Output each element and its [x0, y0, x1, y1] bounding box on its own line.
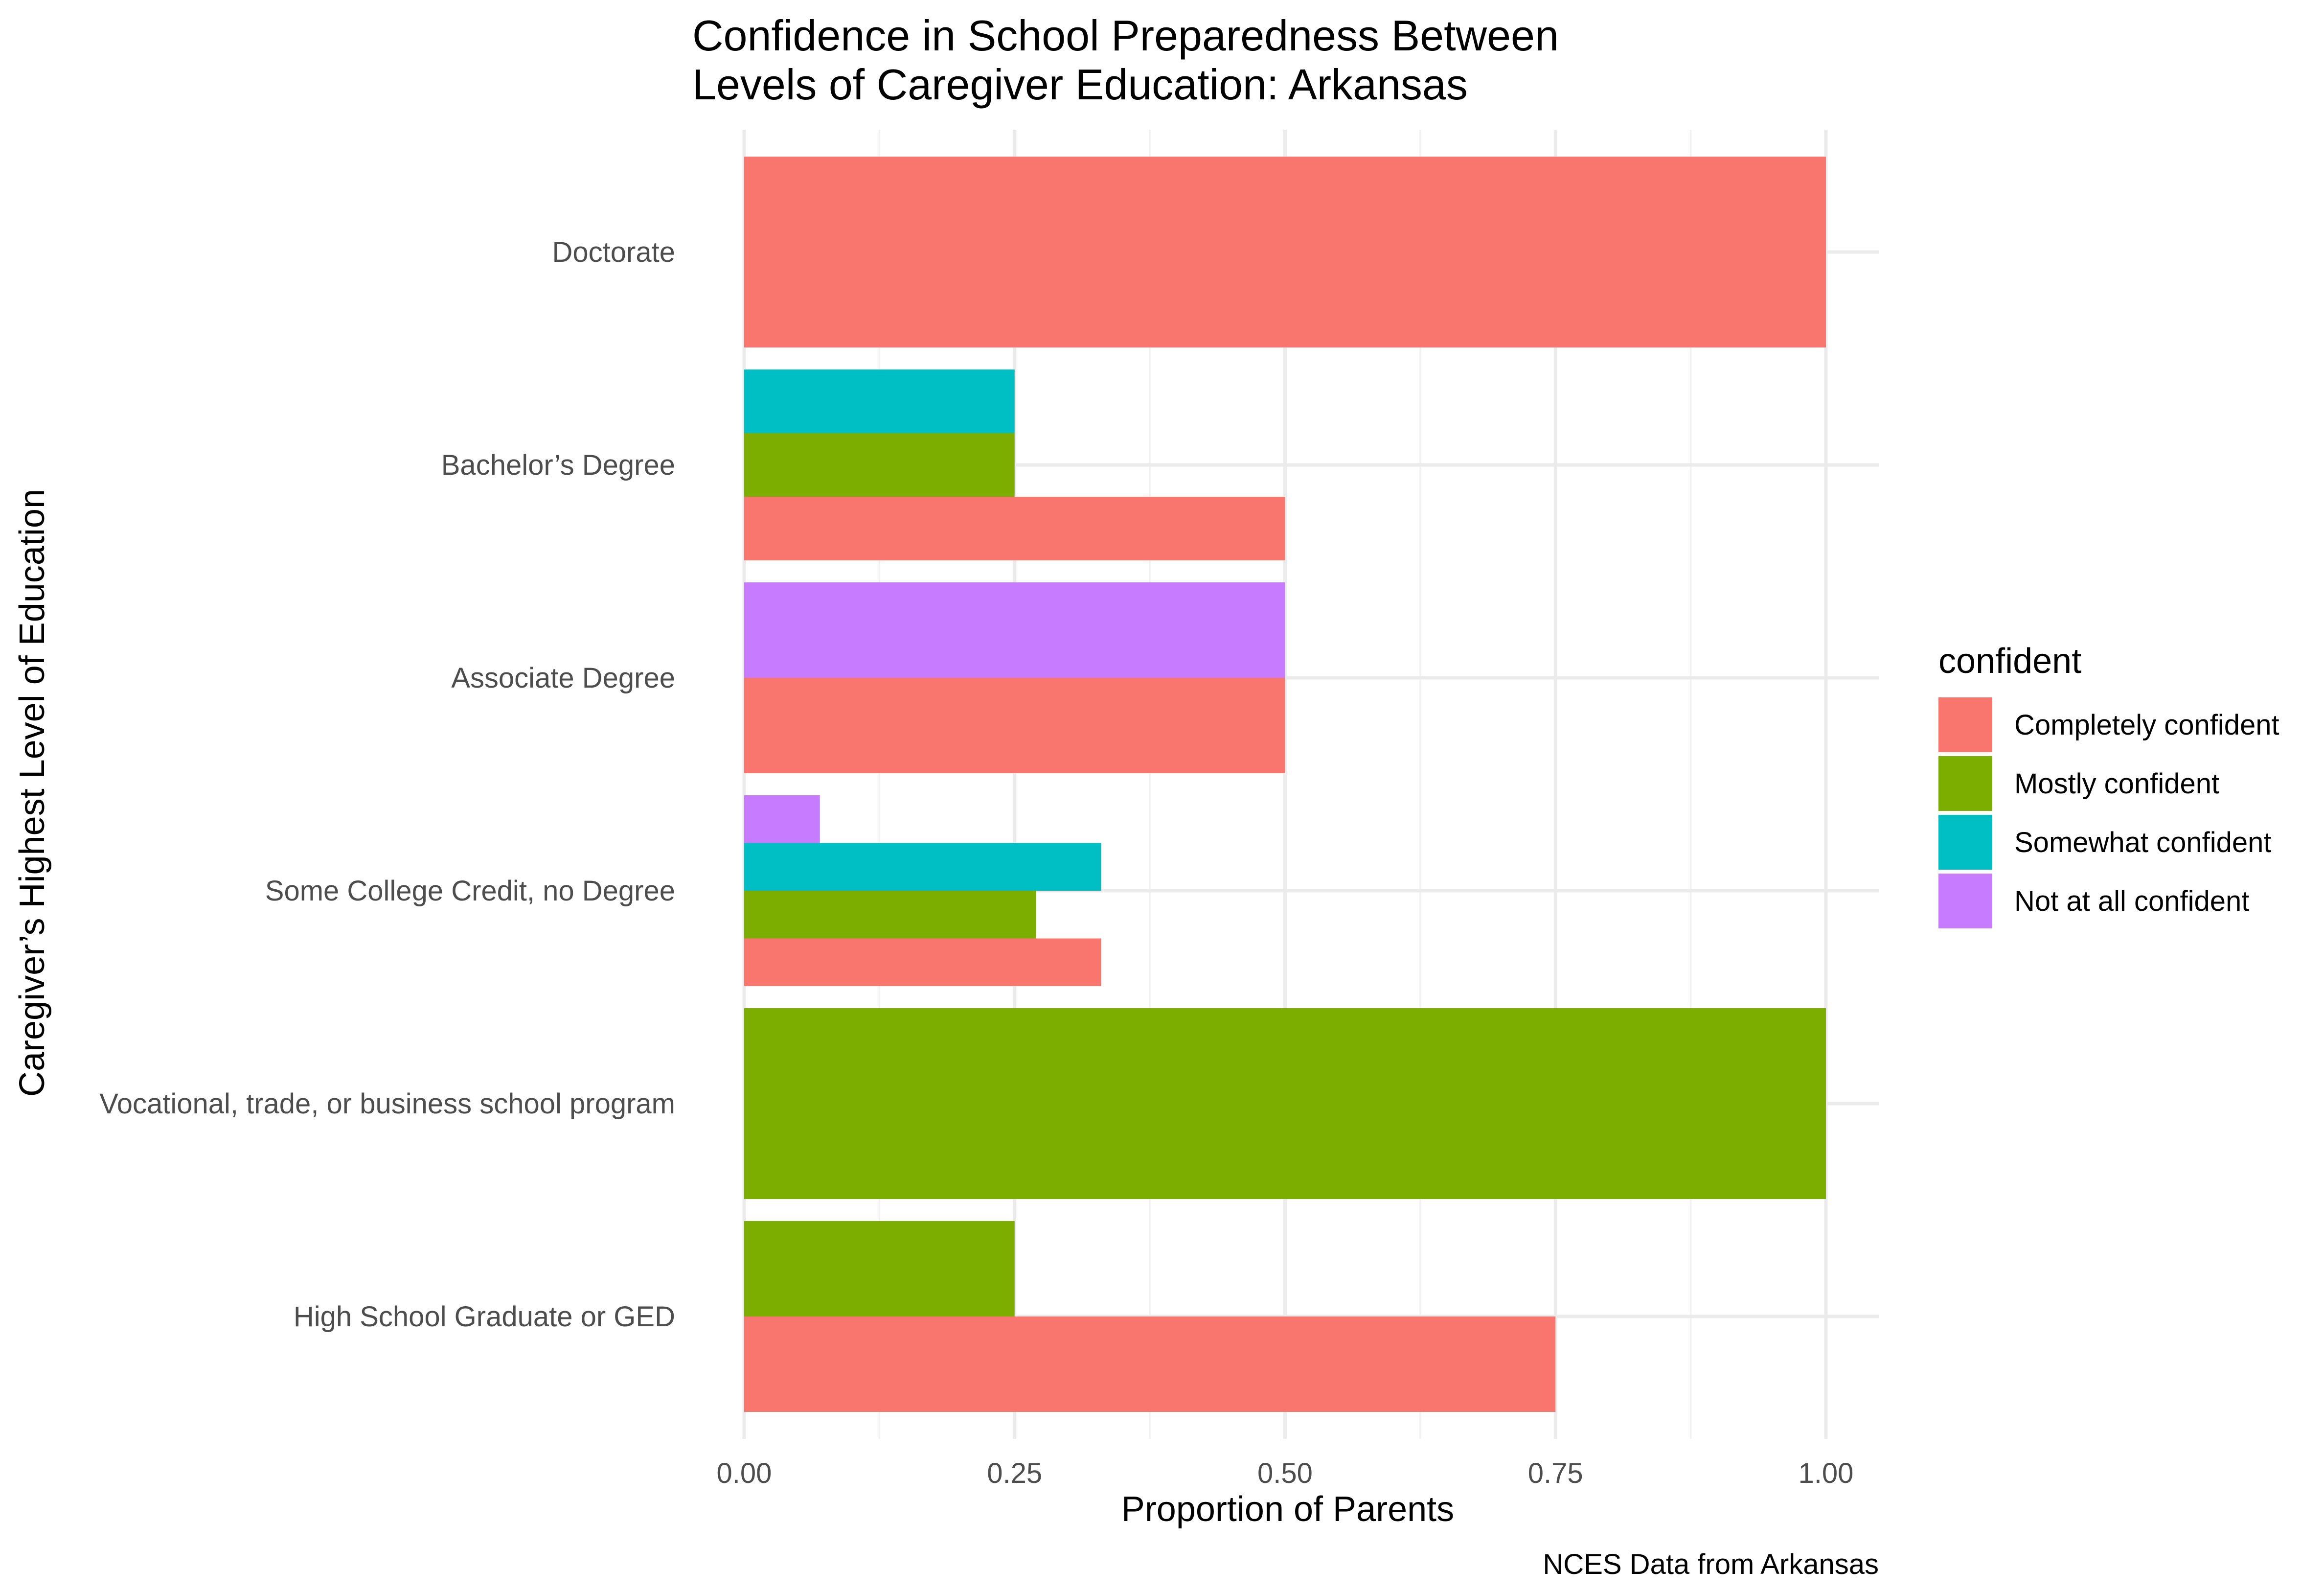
chart-title-line-2: Levels of Caregiver Education: Arkansas — [692, 60, 1468, 109]
chart-caption: NCES Data from Arkansas — [1543, 1548, 1879, 1580]
chart-title-line-1: Confidence in School Preparedness Betwee… — [692, 11, 1559, 60]
y-axis-title: Caregiver’s Highest Level of Education — [13, 489, 52, 1097]
x-tick-label: 0.75 — [1528, 1457, 1583, 1489]
legend-key — [1938, 815, 1992, 870]
y-tick-label: High School Graduate or GED — [294, 1301, 675, 1333]
x-tick-label: 0.50 — [1257, 1457, 1313, 1489]
bar — [744, 891, 1036, 939]
x-tick-label: 0.00 — [717, 1457, 772, 1489]
legend: confident Completely confident Mostly con… — [1938, 642, 2279, 928]
y-tick-label: Doctorate — [552, 236, 675, 268]
bar — [744, 795, 820, 843]
bar — [744, 497, 1285, 560]
bar — [744, 843, 1101, 891]
legend-label: Not at all confident — [2014, 885, 2249, 917]
legend-title: confident — [1938, 642, 2081, 681]
x-axis-tick-labels: 0.00 0.25 0.50 0.75 1.00 — [717, 1457, 1854, 1489]
y-axis-tick-labels: Doctorate Bachelor’s Degree Associate Degr… — [99, 236, 675, 1333]
bar — [744, 1221, 1015, 1316]
y-tick-label: Vocational, trade, or business school pr… — [99, 1088, 675, 1120]
bar — [744, 678, 1285, 773]
legend-key — [1938, 697, 1992, 752]
y-tick-label: Some College Credit, no Degree — [265, 875, 675, 907]
legend-label: Completely confident — [2014, 709, 2279, 741]
bar — [744, 1316, 1556, 1412]
y-tick-label: Associate Degree — [451, 662, 675, 694]
x-axis-title: Proportion of Parents — [1121, 1490, 1454, 1529]
bar — [744, 157, 1826, 347]
legend-label: Mostly confident — [2014, 768, 2219, 800]
bar — [744, 582, 1285, 678]
legend-key — [1938, 874, 1992, 928]
bar — [744, 938, 1101, 986]
y-tick-label: Bachelor’s Degree — [441, 449, 675, 481]
legend-label: Somewhat confident — [2014, 827, 2272, 858]
bar — [744, 433, 1015, 497]
bar — [744, 1008, 1826, 1199]
legend-key — [1938, 756, 1992, 811]
x-tick-label: 1.00 — [1799, 1457, 1854, 1489]
bar — [744, 369, 1015, 433]
x-tick-label: 0.25 — [987, 1457, 1042, 1489]
bars — [744, 157, 1826, 1412]
